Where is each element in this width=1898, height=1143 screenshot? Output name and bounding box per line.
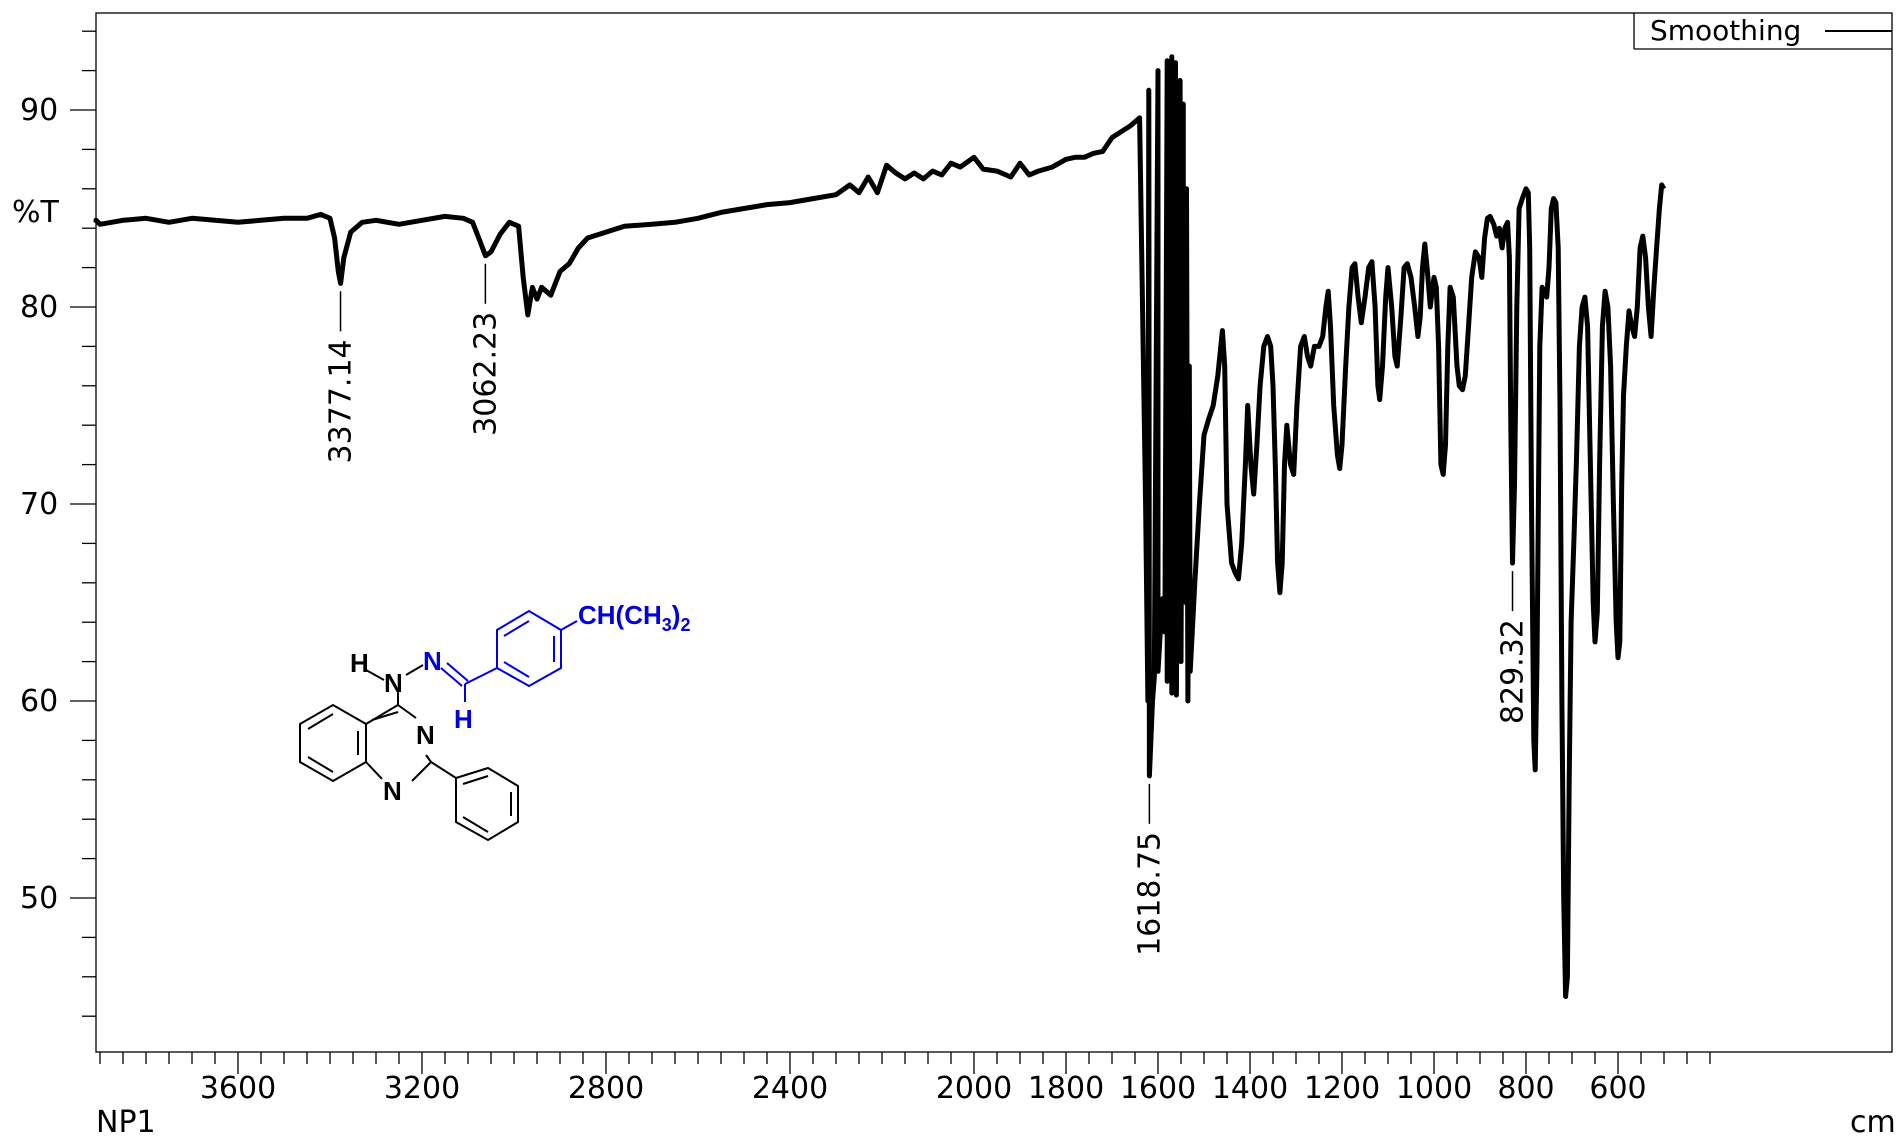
spectrum-line <box>93 54 1667 999</box>
x-tick-label: 1400 <box>1212 1071 1288 1106</box>
peak-annotation-label: 1618.75 <box>1132 832 1167 956</box>
x-tick-label: 1800 <box>1028 1071 1104 1106</box>
substituent-label: CH(CH3)2 <box>578 600 690 635</box>
y-tick-label: 50 <box>20 881 58 916</box>
y-tick-label: 70 <box>20 487 58 522</box>
atom-n-ring-1: N <box>383 776 402 806</box>
atom-n-imine: N <box>423 646 442 676</box>
peak-annotation-label: 829.32 <box>1496 619 1531 724</box>
y-tick-label: 80 <box>20 290 58 325</box>
x-tick-label: 800 <box>1497 1071 1554 1106</box>
y-tick-label: 90 <box>20 93 58 128</box>
y-axis-label: %T <box>12 195 60 230</box>
peak-annotation-label: 3062.23 <box>468 312 503 436</box>
legend-label: Smoothing <box>1650 14 1801 47</box>
x-tick-label: 3200 <box>384 1071 460 1106</box>
x-tick-label: 2800 <box>568 1071 644 1106</box>
x-tick-label: 1600 <box>1120 1071 1196 1106</box>
plot-frame <box>95 12 1893 1053</box>
x-tick-label: 1200 <box>1304 1071 1380 1106</box>
peak-annotations: 3377.14 3062.23 1618.75 829.32 <box>324 263 1531 956</box>
x-axis-unit-label: cm <box>1850 1105 1896 1140</box>
x-axis-ticks: 3600 3200 2800 2400 2000 1800 1600 1400 1200 1000… <box>99 1052 1711 1106</box>
x-tick-label: 1000 <box>1396 1071 1472 1106</box>
atom-h-nh: H <box>350 648 369 678</box>
peak-annotation-label: 3377.14 <box>324 339 359 463</box>
sample-label: NP1 <box>96 1105 156 1140</box>
x-tick-label: 600 <box>1589 1071 1646 1106</box>
atom-n-ring-3: N <box>416 720 435 750</box>
legend: Smoothing <box>1633 13 1892 50</box>
y-axis-ticks: 50 60 70 80 90 <box>20 30 96 1017</box>
x-tick-label: 2400 <box>752 1071 828 1106</box>
molecule-structure: H N N H CH(CH3)2 N N <box>299 600 690 842</box>
x-tick-label: 2000 <box>936 1071 1012 1106</box>
atom-h-imine: H <box>454 704 473 734</box>
x-tick-label: 3600 <box>200 1071 276 1106</box>
atom-n-nh: N <box>384 668 403 698</box>
y-tick-label: 60 <box>20 684 58 719</box>
